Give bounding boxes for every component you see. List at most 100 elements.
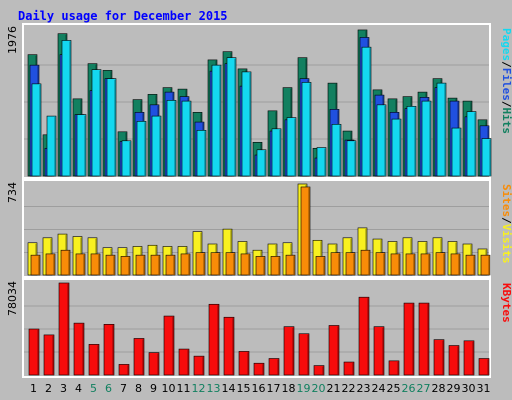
bar-pages-day-8-shade bbox=[144, 122, 146, 176]
bar-kbytes-day-30-shade bbox=[472, 341, 474, 375]
chart-title: Daily usage for December 2015 bbox=[18, 9, 228, 23]
bar-pages-day-4-shade bbox=[84, 115, 86, 176]
bar-kbytes-day-8-shade bbox=[142, 339, 144, 375]
bar-sites-day-22-shade bbox=[353, 253, 355, 275]
bar-pages-day-21 bbox=[331, 124, 342, 177]
bar-kbytes-day-5-shade bbox=[97, 345, 99, 375]
bar-sites-day-19 bbox=[300, 186, 311, 276]
bar-sites-day-12 bbox=[195, 252, 206, 276]
bar-sites-day-5-shade bbox=[98, 254, 100, 275]
day-label-1: 1 bbox=[30, 382, 37, 395]
bar-kbytes-day-3 bbox=[58, 282, 70, 376]
bar-sites-day-23 bbox=[360, 249, 371, 276]
bar-pages-day-18 bbox=[286, 117, 297, 177]
bar-pages-day-22-shade bbox=[354, 141, 356, 176]
bar-sites-day-9-shade bbox=[158, 256, 160, 275]
day-label-30: 30 bbox=[462, 382, 476, 395]
day-label-15: 15 bbox=[237, 382, 251, 395]
bar-pages-day-27 bbox=[421, 100, 432, 177]
bar-pages-day-5 bbox=[91, 69, 102, 177]
bar-kbytes-day-31 bbox=[478, 358, 490, 376]
bar-sites-day-24 bbox=[375, 252, 386, 276]
bar-pages-day-12-shade bbox=[204, 131, 206, 176]
bar-sites-day-17 bbox=[270, 256, 281, 276]
bar-kbytes-day-8 bbox=[133, 338, 145, 376]
bar-kbytes-day-12 bbox=[193, 355, 205, 376]
day-label-13: 13 bbox=[207, 382, 221, 395]
bar-sites-day-15-shade bbox=[248, 254, 250, 275]
bar-kbytes-day-20-shade bbox=[322, 366, 324, 375]
bar-pages-day-20 bbox=[316, 147, 327, 177]
bar-pages-day-27-shade bbox=[429, 102, 431, 176]
bar-pages-day-14-shade bbox=[234, 58, 236, 176]
bar-pages-day-2-shade bbox=[54, 117, 56, 176]
bar-pages-day-10 bbox=[166, 100, 177, 177]
bar-sites-day-14 bbox=[225, 252, 236, 276]
bar-kbytes-day-28 bbox=[433, 339, 445, 376]
bar-kbytes-day-25-shade bbox=[397, 361, 399, 375]
panel-kbytes: 78034 KBytes bbox=[6, 278, 512, 378]
bar-kbytes-day-25 bbox=[388, 360, 400, 376]
bar-kbytes-day-12-shade bbox=[202, 357, 204, 375]
bar-pages-day-26 bbox=[406, 106, 417, 177]
bar-pages-day-9 bbox=[151, 115, 162, 177]
bar-pages-day-21-shade bbox=[339, 125, 341, 176]
bar-kbytes-day-18-shade bbox=[292, 327, 294, 375]
bar-sites-day-25 bbox=[390, 253, 401, 276]
bar-pages-day-29-shade bbox=[459, 129, 461, 176]
bar-sites-day-15 bbox=[240, 253, 251, 276]
bar-sites-day-4 bbox=[75, 253, 86, 276]
bar-sites-day-31-shade bbox=[488, 256, 490, 275]
bar-sites-day-18-shade bbox=[293, 256, 295, 275]
bar-kbytes-day-24-shade bbox=[382, 327, 384, 375]
bar-pages-day-13 bbox=[211, 64, 222, 177]
bar-sites-day-10 bbox=[165, 254, 176, 276]
day-label-16: 16 bbox=[252, 382, 266, 395]
bar-pages-day-18-shade bbox=[294, 118, 296, 176]
legend-item-pages: Pages bbox=[500, 28, 512, 61]
bar-kbytes-day-29 bbox=[448, 345, 460, 376]
bar-sites-day-31 bbox=[480, 254, 491, 276]
bar-pages-day-24 bbox=[376, 104, 387, 177]
bar-kbytes-day-4-shade bbox=[82, 324, 84, 375]
legend-visits_sites: Sites/Visits bbox=[500, 184, 512, 264]
bar-kbytes-day-11 bbox=[178, 348, 190, 376]
panel-pages_files_hits: 1976 Pages/Files/Hits bbox=[6, 23, 512, 179]
bar-pages-day-3-shade bbox=[69, 41, 71, 176]
bar-kbytes-day-16 bbox=[253, 362, 265, 376]
bar-sites-day-6 bbox=[105, 254, 116, 276]
legend-text-kbytes: KBytes bbox=[500, 283, 512, 323]
legend-item-sites: Sites bbox=[500, 184, 512, 217]
bar-sites-day-8-shade bbox=[143, 256, 145, 275]
max-label-pages_files_hits: 1976 bbox=[6, 26, 19, 54]
bar-pages-day-9-shade bbox=[159, 117, 161, 176]
bar-kbytes-day-15-shade bbox=[247, 352, 249, 375]
legend-item-visits: Visits bbox=[500, 224, 512, 264]
bar-sites-day-5 bbox=[90, 253, 101, 276]
bar-kbytes-day-26-shade bbox=[412, 304, 414, 375]
bar-sites-day-14-shade bbox=[233, 253, 235, 275]
bar-pages-day-20-shade bbox=[324, 148, 326, 176]
bar-kbytes-day-20 bbox=[313, 365, 325, 376]
bar-pages-day-6-shade bbox=[114, 79, 116, 176]
bar-kbytes-day-2-shade bbox=[52, 335, 54, 375]
bar-kbytes-day-11-shade bbox=[187, 350, 189, 375]
bar-kbytes-day-7-shade bbox=[127, 365, 129, 375]
bar-kbytes-day-23 bbox=[358, 296, 370, 376]
max-label-visits_sites: 734 bbox=[6, 182, 19, 203]
day-labels: 1 2 3 4 5 6 7 8 9 10 11 12 13 14 15 16 17 18 19 20 21 22 23 24 2… bbox=[30, 382, 491, 395]
bar-kbytes-day-9 bbox=[148, 352, 160, 376]
bar-kbytes-day-28-shade bbox=[442, 340, 444, 375]
bar-kbytes-day-13-shade bbox=[217, 305, 219, 375]
day-label-12: 12 bbox=[192, 382, 206, 395]
bar-kbytes-day-26 bbox=[403, 302, 415, 376]
bar-kbytes-day-7 bbox=[118, 364, 130, 376]
bar-pages-day-17 bbox=[271, 128, 282, 177]
bar-pages-day-16-shade bbox=[264, 150, 266, 176]
bar-pages-day-19 bbox=[301, 82, 312, 177]
bar-pages-day-30-shade bbox=[474, 112, 476, 176]
bar-pages-day-25-shade bbox=[399, 120, 401, 176]
bar-sites-day-26 bbox=[405, 253, 416, 276]
bar-kbytes-day-14-shade bbox=[232, 318, 234, 375]
